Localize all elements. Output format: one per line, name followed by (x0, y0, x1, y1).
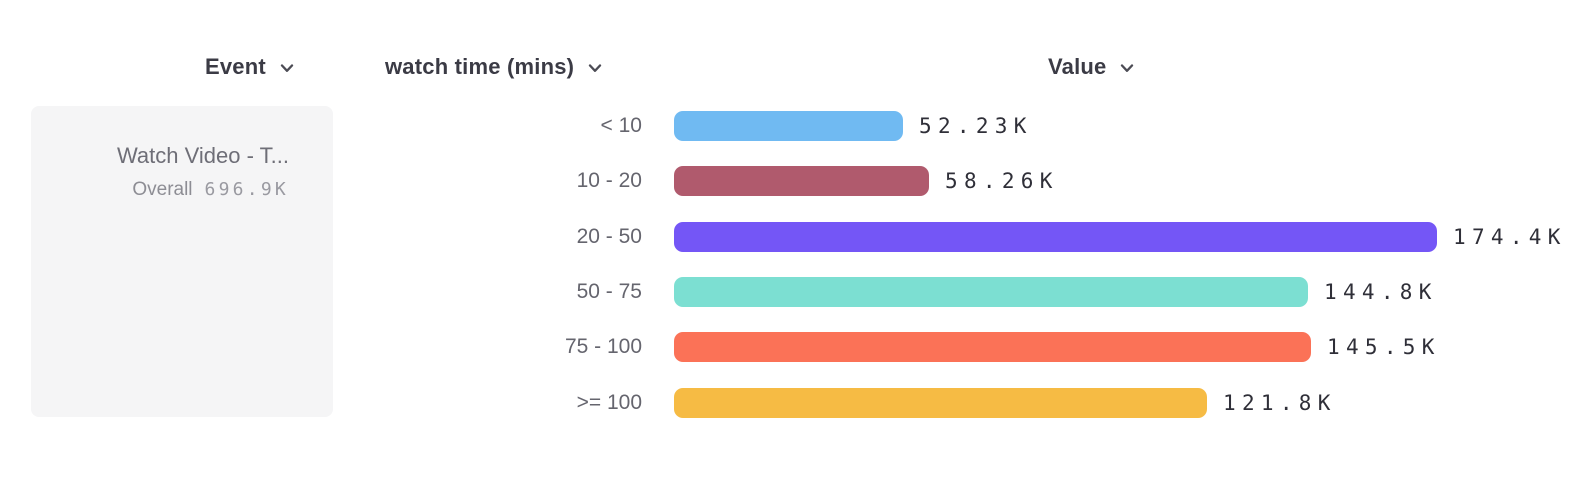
event-panel[interactable]: Watch Video - T... Overall 696.9K (31, 106, 333, 417)
event-overall-row: Overall 696.9K (31, 179, 289, 201)
category-label: < 10 (600, 114, 642, 137)
chart-row: 50 - 75 144.8K (0, 277, 1584, 307)
bar-segment[interactable] (674, 388, 1207, 418)
bar-segment[interactable] (674, 166, 929, 196)
bar-segment[interactable] (674, 111, 903, 141)
value-label: 145.5K (1327, 335, 1441, 359)
column-header-breakdown[interactable]: watch time (mins) (385, 53, 602, 81)
column-header-event[interactable]: Event (205, 53, 294, 81)
category-label: 75 - 100 (564, 335, 642, 358)
chevron-down-icon (1120, 64, 1134, 73)
bar-segment[interactable] (674, 332, 1311, 362)
bar-segment[interactable] (674, 222, 1437, 252)
column-header-label: Value (1048, 54, 1107, 79)
value-label: 144.8K (1324, 280, 1438, 304)
chart-row: 75 - 100 145.5K (0, 332, 1584, 362)
chart-row: < 10 52.23K (0, 111, 1584, 141)
overall-label: Overall (132, 179, 193, 200)
value-label: 174.4K (1453, 225, 1567, 249)
value-label: 58.26K (945, 169, 1059, 193)
chevron-down-icon (280, 64, 294, 73)
column-header-value[interactable]: Value (1048, 53, 1134, 81)
value-label: 121.8K (1223, 391, 1337, 415)
category-label: 10 - 20 (576, 169, 642, 192)
chart-row: 10 - 20 58.26K (0, 166, 1584, 196)
bar-segment[interactable] (674, 277, 1308, 307)
overall-value: 696.9K (204, 179, 289, 200)
column-header-label: watch time (mins) (385, 54, 575, 79)
chart-row: 20 - 50 174.4K (0, 222, 1584, 252)
category-label: >= 100 (576, 391, 642, 414)
chart-row: >= 100 121.8K (0, 388, 1584, 418)
category-label: 50 - 75 (576, 280, 642, 303)
chevron-down-icon (588, 64, 602, 73)
category-label: 20 - 50 (576, 225, 642, 248)
column-header-label: Event (205, 54, 266, 79)
event-title: Watch Video - T... (116, 143, 289, 168)
value-label: 52.23K (919, 114, 1033, 138)
